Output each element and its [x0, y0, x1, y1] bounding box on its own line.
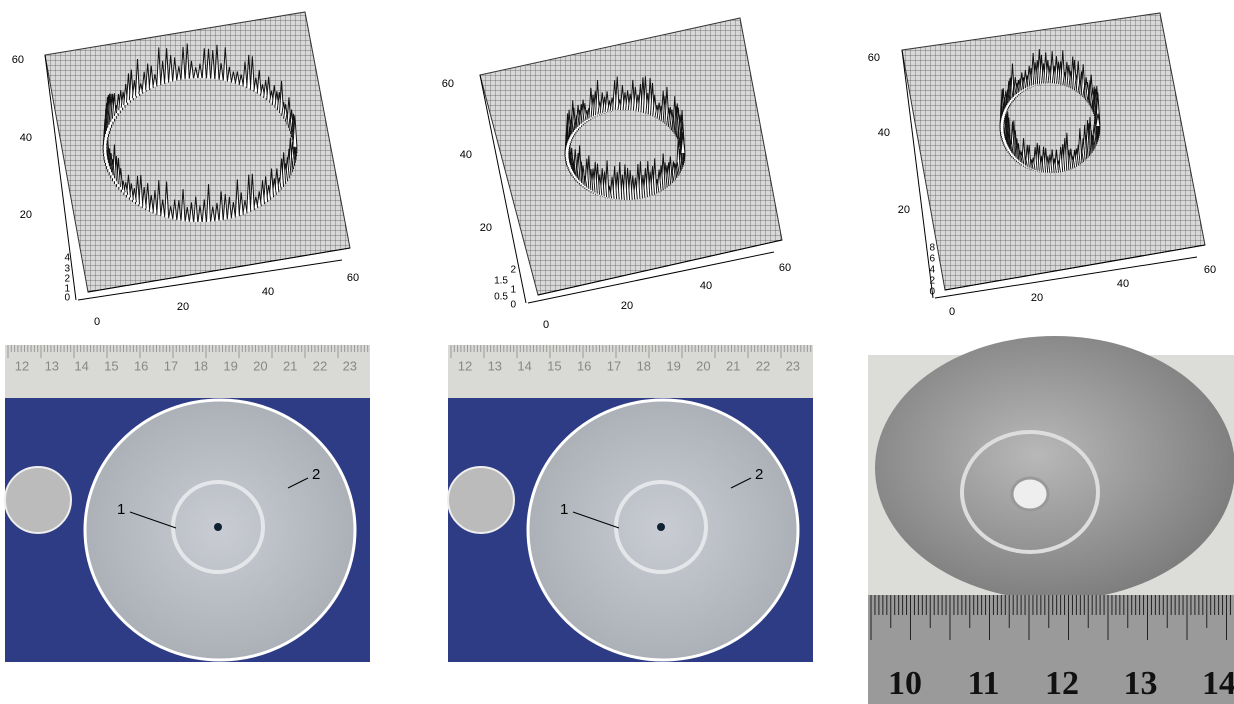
ruler-label: 17: [607, 358, 621, 373]
tick-label: 0: [929, 287, 935, 298]
tick-label: 2: [64, 274, 70, 285]
tick-label: 2: [510, 265, 516, 276]
tick-label: 4: [929, 265, 935, 276]
disk-photo: 12131415161718192021222312: [448, 345, 813, 662]
tick-label: 60: [347, 272, 359, 284]
tick-label: 0.5: [494, 292, 508, 303]
ruler-label: 20: [253, 358, 267, 373]
ruler-label: 23: [343, 358, 357, 373]
ruler-label: 22: [313, 358, 327, 373]
tick-label: 40: [878, 127, 890, 139]
tick-label: 60: [779, 262, 791, 274]
tick-label: 40: [460, 149, 472, 161]
tick-label: 1: [64, 284, 70, 295]
label: 2: [755, 466, 763, 483]
hole: [1012, 478, 1048, 510]
tick-label: 0: [510, 300, 516, 311]
ruler-label: 12: [1045, 665, 1079, 702]
coin: [448, 467, 514, 533]
tick-label: 40: [20, 132, 32, 144]
tick-label: 40: [262, 286, 274, 298]
label: 2: [312, 466, 320, 483]
tick-label: 8: [929, 243, 935, 254]
disk-photo: 10 11 12 13 14: [868, 336, 1234, 704]
tick-label: 20: [20, 209, 32, 221]
hole: [657, 523, 665, 531]
label: 1: [560, 501, 568, 518]
ruler-label: 14: [74, 358, 88, 373]
ruler-label: 15: [104, 358, 118, 373]
tick-label: 40: [1117, 278, 1129, 290]
ruler-label: 12: [458, 358, 472, 373]
tick-label: 20: [898, 204, 910, 216]
tick-label: 1.5: [494, 276, 508, 287]
label: 1: [117, 501, 125, 518]
tick-label: 20: [1031, 292, 1043, 304]
surface: [902, 13, 1205, 290]
surface: [480, 18, 782, 295]
tick-label: 2: [929, 276, 935, 287]
surface: [45, 12, 350, 292]
ruler-label: 23: [786, 358, 800, 373]
tick-label: 4: [64, 253, 70, 264]
ruler-label: 11: [967, 665, 999, 702]
tick-label: 60: [442, 78, 454, 90]
disk-photo: 12131415161718192021222312: [5, 345, 370, 662]
tick-label: 3: [64, 264, 70, 275]
ruler-label: 19: [223, 358, 237, 373]
tick-label: 6: [929, 254, 935, 265]
ruler-label: 21: [726, 358, 740, 373]
coin: [5, 467, 71, 533]
hole: [214, 523, 222, 531]
tick-label: 20: [177, 301, 189, 313]
ruler-label: 18: [194, 358, 208, 373]
tick-label: 40: [700, 280, 712, 292]
ruler-label: 21: [283, 358, 297, 373]
ruler-label: 14: [517, 358, 531, 373]
ruler-label: 20: [696, 358, 710, 373]
tick-label: 0: [543, 319, 549, 331]
ruler-label: 18: [637, 358, 651, 373]
ruler-label: 10: [888, 665, 922, 702]
tick-label: 60: [1204, 264, 1216, 276]
ruler-label: 16: [577, 358, 591, 373]
tick-label: 20: [621, 300, 633, 312]
surface-plot: 20406000.511.520204060: [442, 18, 791, 331]
surface-plot: 204060024680204060: [868, 13, 1216, 318]
tick-label: 60: [12, 54, 24, 66]
ruler-label: 22: [756, 358, 770, 373]
tick-label: 1: [510, 285, 516, 296]
ruler-label: 13: [45, 358, 59, 373]
tick-label: 60: [868, 52, 880, 64]
ruler-label: 13: [1124, 665, 1158, 702]
ruler-label: 13: [488, 358, 502, 373]
tick-label: 20: [480, 222, 492, 234]
tick-label: 0: [949, 306, 955, 318]
ruler-label: 14: [1202, 665, 1234, 702]
ruler-label: 16: [134, 358, 148, 373]
ruler-label: 19: [666, 358, 680, 373]
ruler-label: 12: [15, 358, 29, 373]
ruler-label: 15: [547, 358, 561, 373]
figure: 20406001234020406020406000.511.520204060…: [0, 0, 1234, 704]
ruler-label: 17: [164, 358, 178, 373]
disk: [875, 336, 1234, 600]
tick-label: 0: [94, 316, 100, 328]
